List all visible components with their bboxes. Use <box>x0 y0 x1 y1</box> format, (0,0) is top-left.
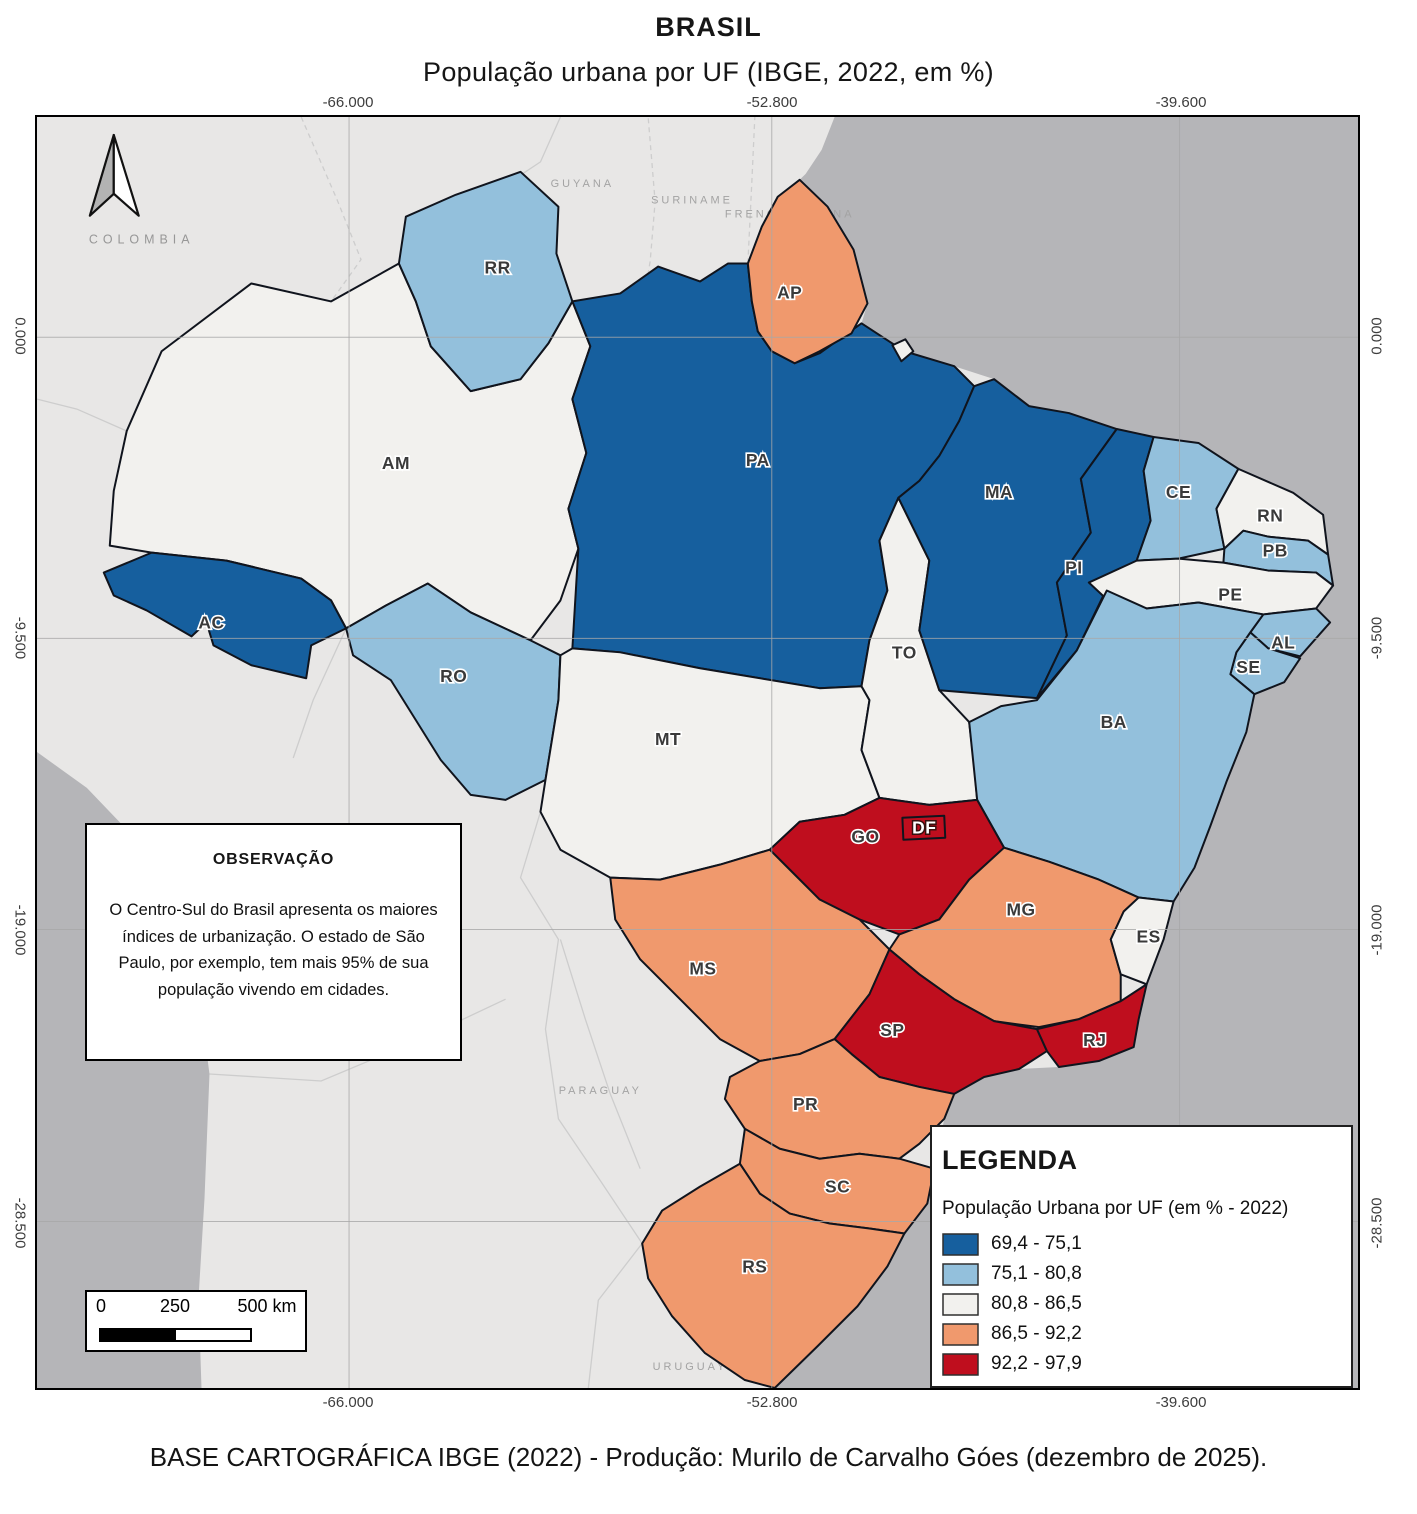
legend-range-label: 86,5 - 92,2 <box>991 1323 1082 1344</box>
grid-label-top-2: -52.800 <box>746 94 798 111</box>
grid-label-right-4: -28.500 <box>1368 1197 1386 1249</box>
legend-box: LEGENDA População Urbana por UF (em % - … <box>930 1125 1353 1388</box>
state-label-to: TO <box>892 642 917 662</box>
border-venezuela-guyana <box>522 117 562 175</box>
brazil-choropleth-map: COLOMBIA GUYANA SURINAME FRENCH GUIANA R… <box>37 117 1358 1388</box>
legend-item: 80,8 - 86,5 <box>942 1289 1343 1319</box>
scale-bar-filled-segment <box>101 1330 176 1340</box>
legend-swatch-class2 <box>942 1262 979 1286</box>
legend-swatch-class3 <box>942 1292 979 1316</box>
border-bolivia-paraguay-argentina <box>519 811 643 1244</box>
grid-label-left-3: -19.000 <box>11 904 29 956</box>
state-label-ms: MS <box>689 958 716 978</box>
observation-text: O Centro-Sul do Brasil apresenta os maio… <box>109 901 438 1000</box>
label-peru-partial: RÚ <box>37 545 38 560</box>
border-uruguay-argentina <box>587 1243 643 1388</box>
state-label-ma: MA <box>985 482 1013 502</box>
state-label-rs: RS <box>742 1256 767 1276</box>
state-rr <box>397 170 574 393</box>
label-colombia: COLOMBIA <box>89 233 195 247</box>
legend-item: 69,4 - 75,1 <box>942 1229 1343 1259</box>
legend-range-label: 75,1 - 80,8 <box>991 1263 1082 1284</box>
north-arrow-icon <box>88 133 140 217</box>
state-label-pb: PB <box>1263 541 1288 561</box>
state-ro <box>345 582 562 801</box>
scale-tick-0: 0 <box>95 1296 107 1316</box>
grid-label-bottom-1: -66.000 <box>322 1394 374 1411</box>
state-label-pa: PA <box>746 450 770 470</box>
scale-bar-segments <box>99 1328 252 1342</box>
state-ap <box>746 178 869 365</box>
observation-box: OBSERVAÇÃO O Centro-Sul do Brasil aprese… <box>85 823 462 1061</box>
legend-swatch-class4 <box>942 1322 979 1346</box>
state-label-ro: RO <box>440 666 467 686</box>
grid-label-right-1: 0.000 <box>1368 317 1386 355</box>
state-label-pr: PR <box>793 1094 818 1114</box>
legend-item: 75,1 - 80,8 <box>942 1259 1343 1289</box>
state-rj <box>1035 983 1148 1069</box>
state-label-go: GO <box>851 827 879 847</box>
page-title: BRASIL <box>655 12 762 42</box>
state-ac <box>102 551 348 680</box>
state-label-se: SE <box>1236 657 1260 677</box>
legend-title: LEGENDA <box>942 1145 1078 1175</box>
state-ce <box>1135 435 1240 562</box>
legend-subtitle: População Urbana por UF (em % - 2022) <box>942 1198 1289 1219</box>
state-label-ba: BA <box>1101 712 1127 732</box>
state-label-rr: RR <box>485 258 511 278</box>
state-label-df: DF <box>912 818 936 838</box>
label-suriname: SURINAME <box>651 195 733 207</box>
label-guyana: GUYANA <box>551 178 614 190</box>
grid-label-left-2: -9.500 <box>11 616 29 660</box>
grid-label-top-3: -39.600 <box>1155 94 1207 111</box>
state-label-am: AM <box>382 453 410 473</box>
legend-swatch-class1 <box>942 1232 979 1256</box>
state-label-pe: PE <box>1218 584 1242 604</box>
map-credits: BASE CARTOGRÁFICA IBGE (2022) - Produção… <box>149 1442 1268 1472</box>
grid-label-bottom-2: -52.800 <box>746 1394 798 1411</box>
scale-tick-500: 500 km <box>237 1296 297 1316</box>
state-label-ce: CE <box>1166 482 1191 502</box>
border-peru-bolivia <box>292 628 347 759</box>
atlantic-ocean <box>774 117 1358 1388</box>
state-label-rj: RJ <box>1083 1030 1106 1050</box>
state-label-es: ES <box>1137 926 1161 946</box>
border-colombia-venezuela <box>300 117 362 302</box>
legend-item: 92,2 - 97,9 <box>942 1349 1343 1379</box>
state-label-ac: AC <box>198 612 224 632</box>
observation-title: OBSERVAÇÃO <box>212 851 335 868</box>
state-label-rn: RN <box>1257 506 1283 526</box>
grid-label-left-4: -28.500 <box>11 1197 29 1249</box>
paraguay-river <box>559 939 641 1169</box>
grid-label-top-1: -66.000 <box>322 94 374 111</box>
state-marajo-islet <box>891 338 915 363</box>
state-pr <box>723 1038 956 1160</box>
legend-swatch-class5 <box>942 1352 979 1376</box>
state-label-al: AL <box>1271 632 1295 652</box>
label-uruguay: URUGUAY <box>653 1361 728 1373</box>
map-canvas: COLOMBIA GUYANA SURINAME FRENCH GUIANA R… <box>35 115 1360 1390</box>
border-peru-colombia <box>37 398 127 432</box>
state-label-mt: MT <box>655 729 681 749</box>
grid-label-right-2: -9.500 <box>1368 616 1386 660</box>
state-df <box>901 814 947 841</box>
grid-label-bottom-3: -39.600 <box>1155 1394 1207 1411</box>
state-label-pi: PI <box>1065 558 1082 578</box>
grid-label-left-1: 0.000 <box>11 317 29 355</box>
label-paraguay: PARAGUAY <box>559 1085 642 1097</box>
state-es <box>1109 896 1175 986</box>
legend-item: 86,5 - 92,2 <box>942 1319 1343 1349</box>
state-label-ap: AP <box>777 282 802 302</box>
legend-range-label: 92,2 - 97,9 <box>991 1353 1082 1374</box>
state-label-sp: SP <box>880 1020 904 1040</box>
state-label-sc: SC <box>825 1177 850 1197</box>
scale-tick-250: 250 <box>159 1296 191 1316</box>
legend-range-label: 80,8 - 86,5 <box>991 1293 1082 1314</box>
border-suriname-guiana <box>747 117 756 264</box>
grid-label-right-3: -19.000 <box>1368 904 1386 956</box>
page-subtitle: População urbana por UF (IBGE, 2022, em … <box>423 57 994 87</box>
legend-range-label: 69,4 - 75,1 <box>991 1233 1082 1254</box>
scale-bar: 0 250 500 km <box>85 1290 307 1352</box>
state-label-mg: MG <box>1006 899 1035 919</box>
